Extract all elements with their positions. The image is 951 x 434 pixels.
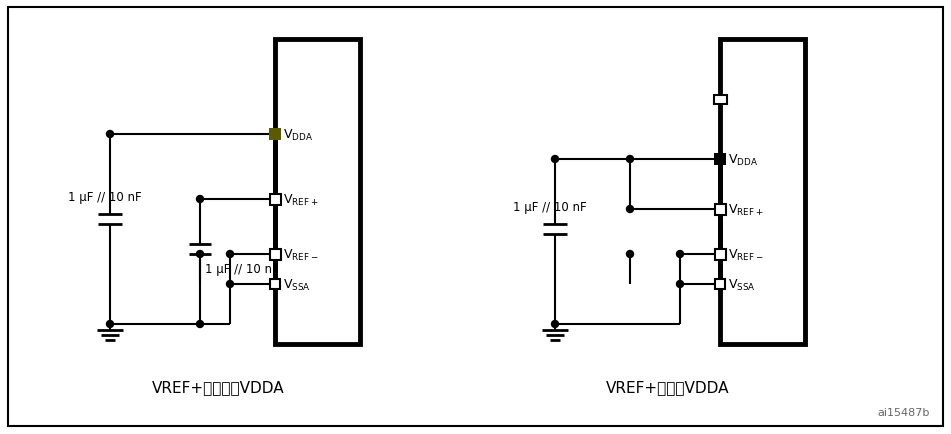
Circle shape bbox=[676, 251, 684, 258]
Circle shape bbox=[627, 251, 633, 258]
Text: V$_{\mathregular{REF+}}$: V$_{\mathregular{REF+}}$ bbox=[728, 202, 764, 217]
Text: V$_{\mathregular{REF-}}$: V$_{\mathregular{REF-}}$ bbox=[283, 247, 319, 262]
Bar bbox=[269, 194, 281, 205]
Text: 1 μF // 10 nF: 1 μF // 10 nF bbox=[205, 263, 279, 276]
Text: 1 μF // 10 nF: 1 μF // 10 nF bbox=[68, 191, 142, 204]
Bar bbox=[720, 40, 805, 344]
Circle shape bbox=[226, 281, 234, 288]
Text: V$_{\mathregular{DDA}}$: V$_{\mathregular{DDA}}$ bbox=[728, 152, 758, 167]
Circle shape bbox=[226, 251, 234, 258]
Bar bbox=[714, 204, 726, 215]
Bar bbox=[714, 249, 726, 260]
Text: V$_{\mathregular{REF+}}$: V$_{\mathregular{REF+}}$ bbox=[283, 192, 319, 207]
Bar bbox=[275, 40, 360, 344]
Bar bbox=[713, 95, 727, 104]
Text: ai15487b: ai15487b bbox=[878, 407, 930, 417]
Text: V$_{\mathregular{REF-}}$: V$_{\mathregular{REF-}}$ bbox=[728, 247, 764, 262]
Circle shape bbox=[552, 156, 558, 163]
Circle shape bbox=[197, 196, 204, 203]
Bar bbox=[270, 279, 280, 289]
Text: VREF+连接到VDDA: VREF+连接到VDDA bbox=[606, 379, 729, 394]
Circle shape bbox=[627, 206, 633, 213]
Text: 1 μF // 10 nF: 1 μF // 10 nF bbox=[514, 201, 587, 214]
Bar bbox=[269, 129, 281, 141]
Circle shape bbox=[107, 131, 113, 138]
Circle shape bbox=[197, 251, 204, 258]
Circle shape bbox=[552, 321, 558, 328]
Circle shape bbox=[627, 156, 633, 163]
Bar bbox=[269, 249, 281, 260]
Text: V$_{\mathregular{SSA}}$: V$_{\mathregular{SSA}}$ bbox=[728, 277, 756, 292]
Bar bbox=[715, 279, 725, 289]
Circle shape bbox=[197, 321, 204, 328]
Bar bbox=[714, 154, 726, 166]
Circle shape bbox=[676, 281, 684, 288]
Text: VREF+未连接到VDDA: VREF+未连接到VDDA bbox=[152, 379, 284, 394]
Text: V$_{\mathregular{DDA}}$: V$_{\mathregular{DDA}}$ bbox=[283, 127, 313, 142]
Circle shape bbox=[107, 321, 113, 328]
Text: V$_{\mathregular{SSA}}$: V$_{\mathregular{SSA}}$ bbox=[283, 277, 311, 292]
